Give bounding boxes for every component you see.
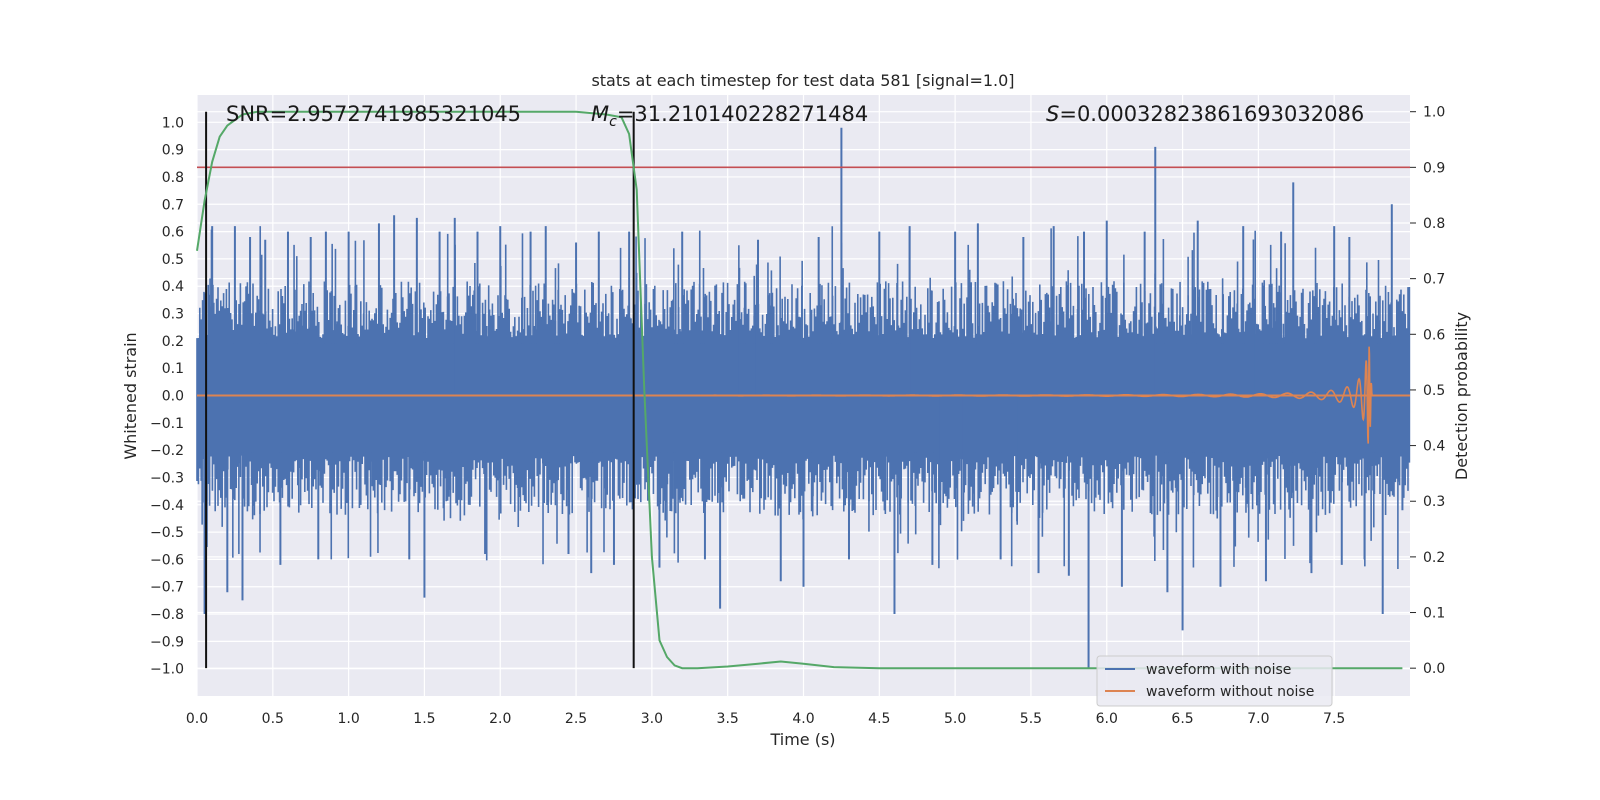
legend-label-no-noise: waveform without noise [1146, 684, 1314, 700]
y-left-tick-label-14: −0.4 [150, 498, 184, 514]
y-right-tick-label-7: 0.3 [1423, 494, 1445, 510]
x-tick-label-3: 1.5 [413, 711, 435, 727]
y-left-tick-label-12: −0.2 [150, 443, 184, 459]
y-left-axis-ticks: 1.0 0.9 0.8 0.7 0.6 0.5 0.4 0.3 0.2 0.1 0.0 −0.1 −0.… [150, 115, 184, 677]
chirp-mass-value: =31.210140228271484 [617, 102, 868, 126]
x-tick-label-15: 7.5 [1323, 711, 1345, 727]
y-left-tick-label-18: −0.8 [150, 607, 184, 623]
x-tick-label-0: 0.0 [186, 711, 208, 727]
legend: waveform with noise waveform without noi… [1096, 655, 1333, 707]
y-right-tick-label-0: 1.0 [1423, 105, 1445, 121]
x-tick-label-1: 0.5 [262, 711, 284, 727]
y-left-tick-label-10: 0.0 [162, 389, 184, 405]
y-left-tick-label-6: 0.4 [162, 279, 184, 295]
x-tick-label-11: 5.5 [1020, 711, 1042, 727]
y-left-tick-label-8: 0.2 [162, 334, 184, 350]
x-tick-label-10: 5.0 [944, 711, 966, 727]
x-tick-label-8: 4.0 [792, 711, 814, 727]
y-left-tick-label-16: −0.6 [150, 552, 184, 568]
chart-title: stats at each timestep for test data 581… [591, 71, 1014, 90]
y-right-tick-label-9: 0.1 [1423, 606, 1445, 622]
y-right-axis-ticks: 1.0 0.9 0.8 0.7 0.6 0.5 0.4 0.3 0.2 0.1 0.0 [1410, 105, 1445, 677]
y-left-tick-label-5: 0.5 [162, 252, 184, 268]
y-right-tick-label-1: 0.9 [1423, 160, 1445, 176]
x-axis-ticks: 0.0 0.5 1.0 1.5 2.0 2.5 3.0 3.5 4.0 4.5 5.0 5.5 6.0 6… [186, 711, 1345, 727]
x-axis-label: Time (s) [769, 730, 835, 749]
y-left-tick-label-3: 0.7 [162, 197, 184, 213]
legend-label-noise: waveform with noise [1146, 662, 1291, 678]
y-right-axis-label: Detection probability [1452, 312, 1471, 480]
chirp-mass-symbol: M [591, 102, 609, 126]
y-left-tick-label-19: −0.9 [150, 634, 184, 650]
s-annotation: S=0.00032823861693032086 [1046, 102, 1364, 126]
x-tick-label-2: 1.0 [337, 711, 359, 727]
series-waveform-with-noise [196, 127, 1411, 669]
chirp-mass-annotation: Mc=31.210140228271484 [591, 102, 868, 130]
s-value: =0.00032823861693032086 [1059, 102, 1364, 126]
y-left-tick-label-7: 0.3 [162, 307, 184, 323]
y-right-tick-label-2: 0.8 [1423, 216, 1445, 232]
x-tick-label-5: 2.5 [565, 711, 587, 727]
x-tick-label-7: 3.5 [717, 711, 739, 727]
y-left-tick-label-0: 1.0 [162, 115, 184, 131]
y-left-tick-label-4: 0.6 [162, 225, 184, 241]
y-right-tick-label-10: 0.0 [1423, 661, 1445, 677]
series-waveform-without-noise [197, 346, 1410, 444]
y-left-tick-label-13: −0.3 [150, 470, 184, 486]
x-tick-label-13: 6.5 [1171, 711, 1193, 727]
y-left-tick-label-9: 0.1 [162, 361, 184, 377]
chirp-wave [197, 346, 1410, 444]
snr-annotation: SNR=2.9572741985321045 [226, 102, 521, 126]
y-right-tick-label-3: 0.7 [1423, 272, 1445, 288]
series-detection-probability [196, 110, 1403, 670]
y-left-tick-label-20: −1.0 [150, 662, 184, 678]
y-left-tick-label-1: 0.9 [162, 143, 184, 159]
x-tick-label-12: 6.0 [1096, 711, 1118, 727]
y-left-tick-label-2: 0.8 [162, 170, 184, 186]
y-left-axis-label: Whitened strain [121, 332, 140, 459]
legend-box [1096, 655, 1333, 707]
x-tick-label-9: 4.5 [868, 711, 890, 727]
y-right-tick-label-5: 0.5 [1423, 383, 1445, 399]
x-tick-label-6: 3.0 [641, 711, 663, 727]
x-tick-label-14: 7.0 [1247, 711, 1269, 727]
y-right-tick-label-8: 0.2 [1423, 550, 1445, 566]
y-left-tick-label-17: −0.7 [150, 580, 184, 596]
s-symbol: S [1046, 102, 1059, 126]
y-right-tick-label-4: 0.6 [1423, 327, 1445, 343]
vertical-markers [205, 111, 635, 669]
y-right-tick-label-6: 0.4 [1423, 439, 1445, 455]
y-left-tick-label-11: −0.1 [150, 416, 184, 432]
y-left-tick-label-15: −0.5 [150, 525, 184, 541]
chirp-mass-subscript: c [609, 114, 617, 130]
x-tick-label-4: 2.0 [489, 711, 511, 727]
